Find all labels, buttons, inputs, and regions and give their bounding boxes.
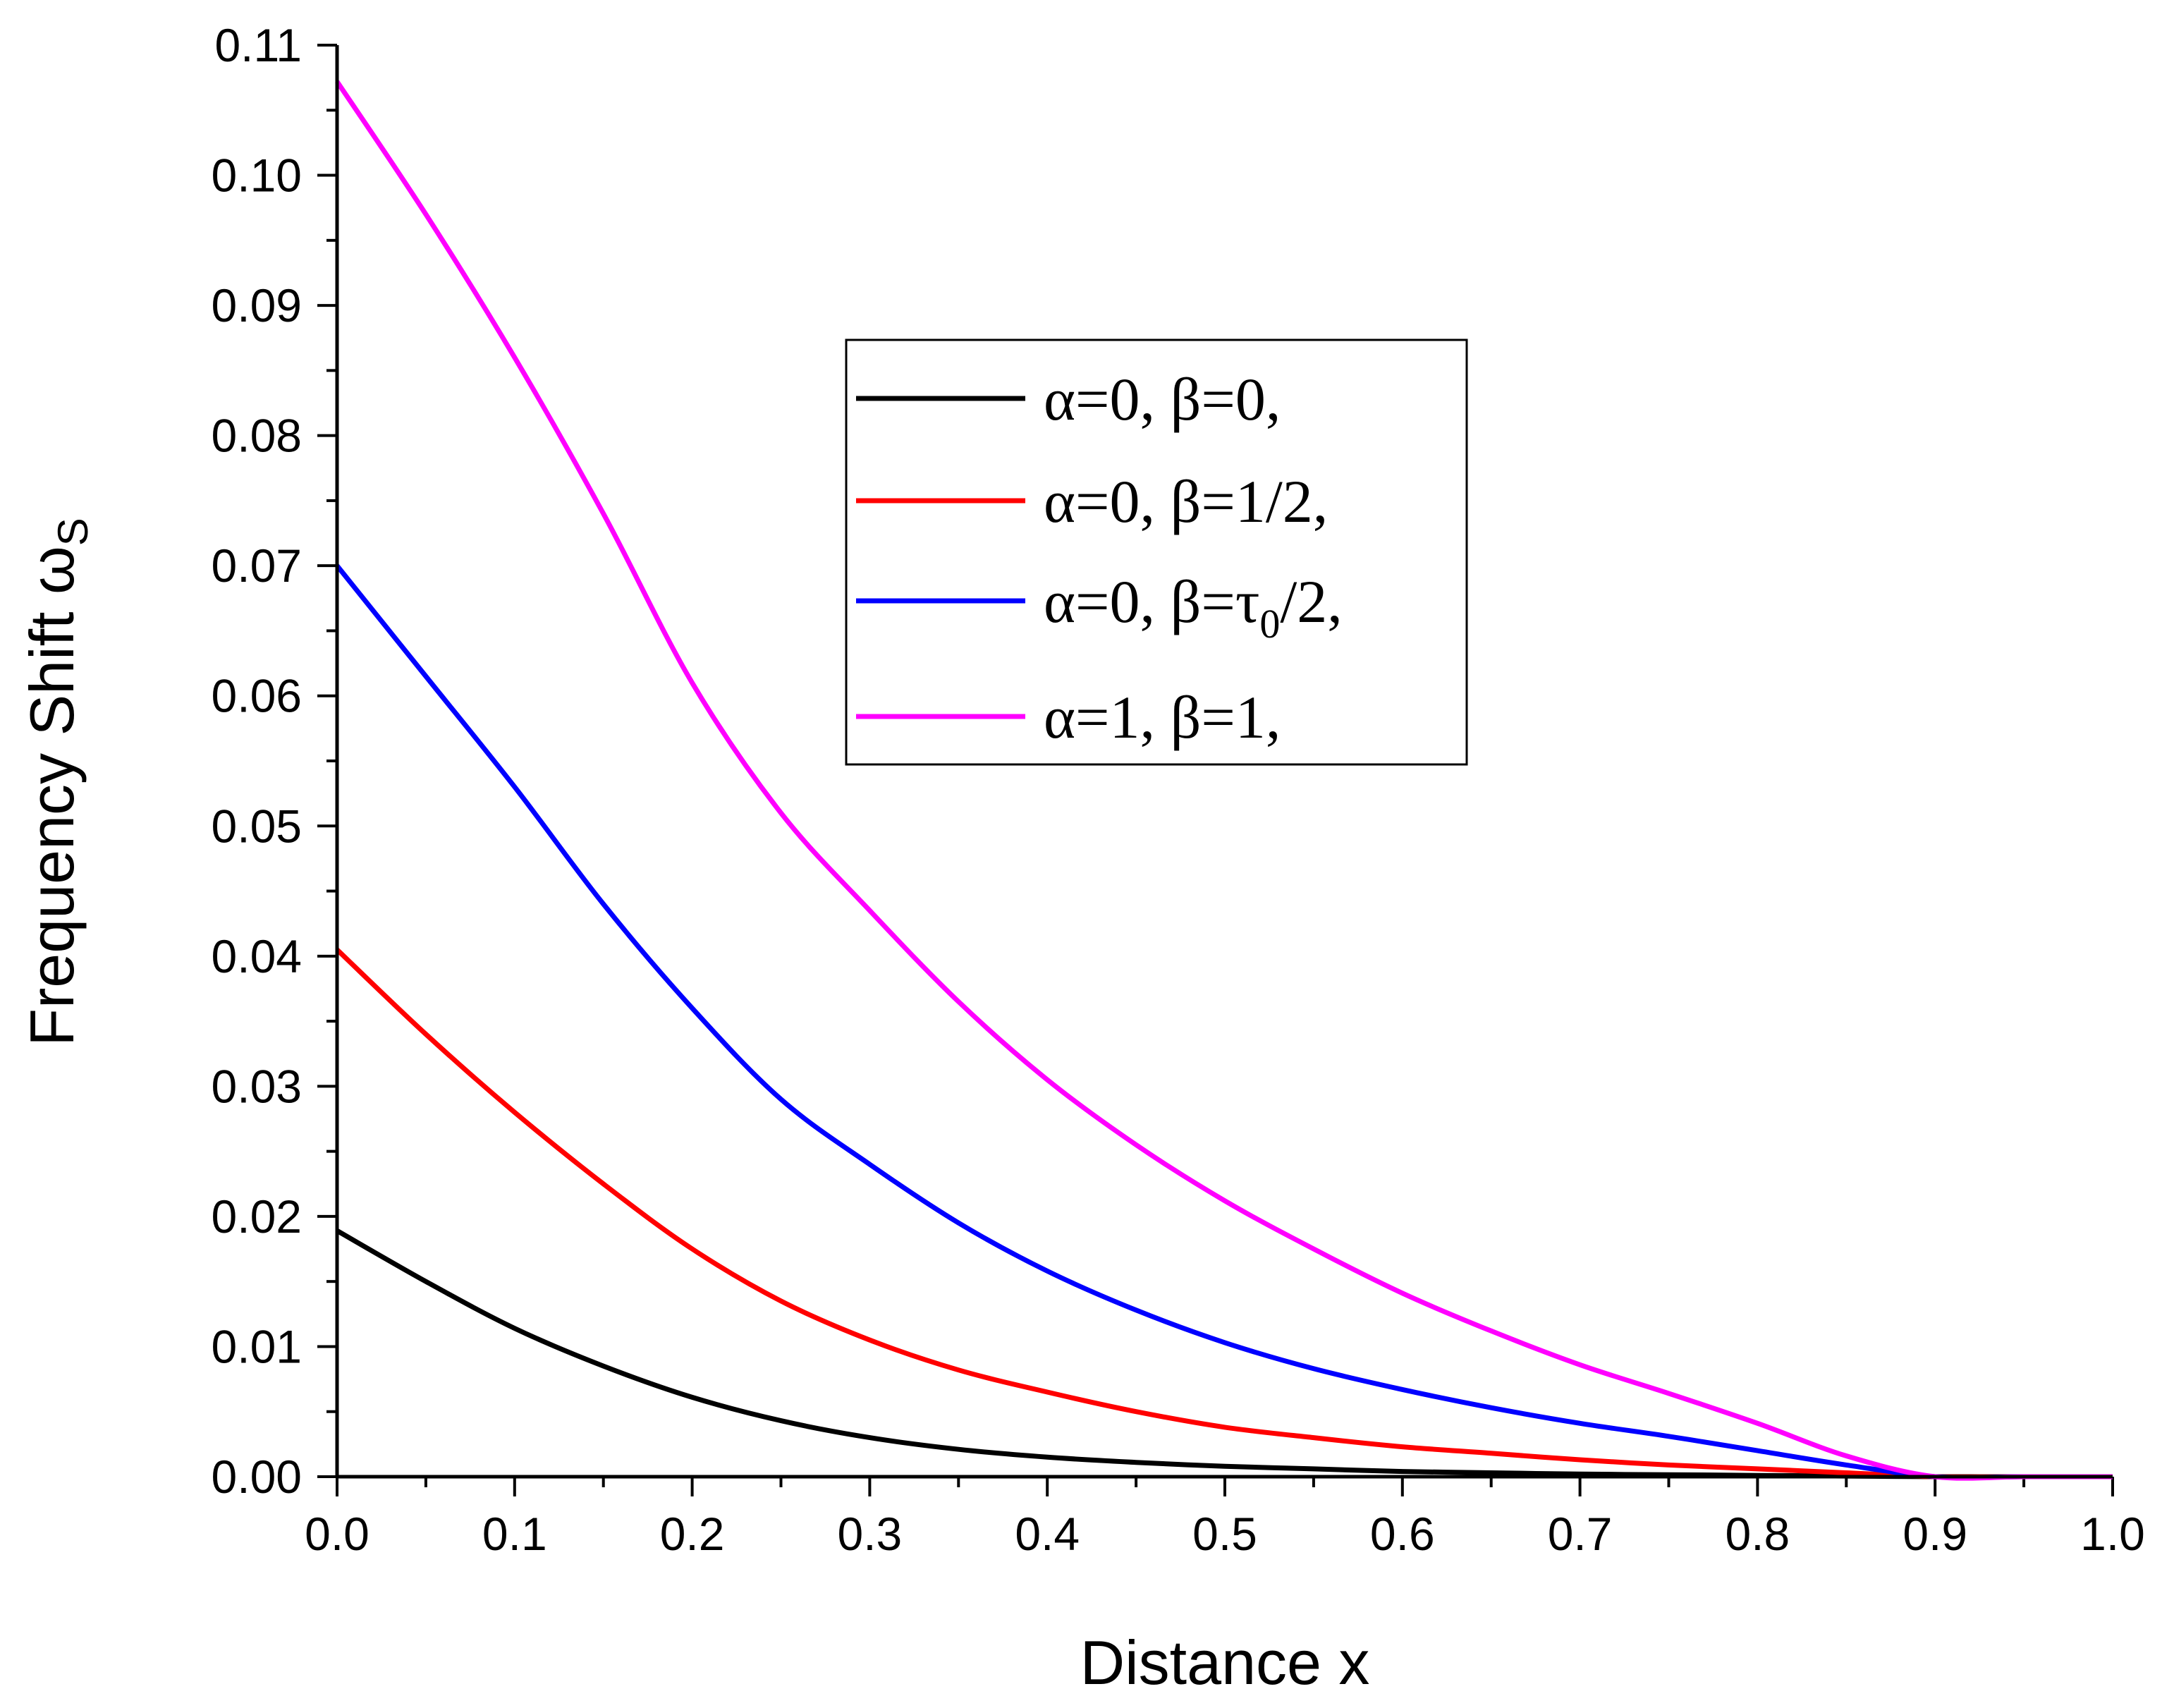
x-tick-label: 0.5 — [1192, 1508, 1257, 1560]
series-layer — [335, 80, 2113, 1481]
series-line-3 — [335, 564, 2113, 1480]
legend-label-1: α=0, β=0, — [1044, 365, 1281, 433]
legend-alpha: α=0, — [1044, 568, 1171, 635]
legend-alpha: α=1, — [1044, 683, 1171, 751]
legend-label-2: α=0, β=1/2, — [1044, 468, 1328, 535]
series-line-4 — [335, 80, 2113, 1481]
y-tick-label: 0.11 — [214, 19, 302, 71]
x-tick-label: 0.3 — [838, 1508, 903, 1560]
y-tick-label: 0.03 — [212, 1060, 302, 1112]
y-tick-label: 0.10 — [212, 150, 302, 202]
legend-label-3: α=0, β=τ0/2, — [1044, 568, 1343, 647]
x-tick-label: 0.7 — [1548, 1508, 1613, 1560]
x-tick-label: 0.4 — [1015, 1508, 1080, 1560]
y-tick-label: 0.05 — [212, 800, 302, 852]
y-tick-label: 0.01 — [212, 1320, 302, 1372]
legend-beta: β=τ — [1171, 568, 1260, 635]
ticks-layer: 0.0 0.1 0.2 0.3 0.4 0.5 0.6 0.7 0.8 0.9 1.0 0.00 0.0… — [212, 19, 2145, 1560]
y-tick-label: 0.08 — [212, 410, 302, 462]
series-line-2 — [335, 948, 2113, 1480]
x-tick-label: 0.0 — [305, 1508, 370, 1560]
y-tick-label: 0.09 — [212, 279, 302, 331]
y-axis-title-main: Frequency Shift ω — [17, 546, 87, 1046]
legend-beta: β=1/2, — [1171, 468, 1329, 535]
x-tick-label: 0.2 — [660, 1508, 725, 1560]
y-axis-title: Frequency Shift ωS — [17, 518, 97, 1047]
x-tick-label: 0.8 — [1726, 1508, 1790, 1560]
legend-beta-subscript: 0 — [1259, 601, 1280, 647]
x-tick-label: 0.6 — [1370, 1508, 1435, 1560]
x-tick-label: 0.9 — [1903, 1508, 1967, 1560]
y-tick-label: 0.04 — [212, 930, 302, 982]
x-tick-label: 1.0 — [2080, 1508, 2145, 1560]
series-line-1 — [336, 1228, 2113, 1480]
legend-beta: β=0, — [1171, 365, 1281, 433]
legend-label-4: α=1, β=1, — [1044, 683, 1281, 751]
legend-beta-suffix: /2, — [1280, 568, 1342, 635]
legend-alpha: α=0, — [1044, 468, 1171, 535]
x-tick-label: 0.1 — [482, 1508, 547, 1560]
y-tick-label: 0.00 — [212, 1451, 302, 1503]
y-axis-title-subscript: S — [49, 518, 97, 546]
y-tick-label: 0.02 — [212, 1190, 302, 1243]
y-tick-label: 0.07 — [212, 539, 302, 592]
legend: α=0, β=0,α=0, β=1/2,α=0, β=τ0/2,α=1, β=1… — [845, 338, 1468, 766]
y-tick-label: 0.06 — [212, 670, 302, 722]
x-axis-title: Distance x — [1080, 1628, 1370, 1697]
legend-box — [845, 338, 1468, 766]
legend-alpha: α=0, — [1044, 365, 1171, 433]
legend-beta: β=1, — [1171, 683, 1281, 751]
